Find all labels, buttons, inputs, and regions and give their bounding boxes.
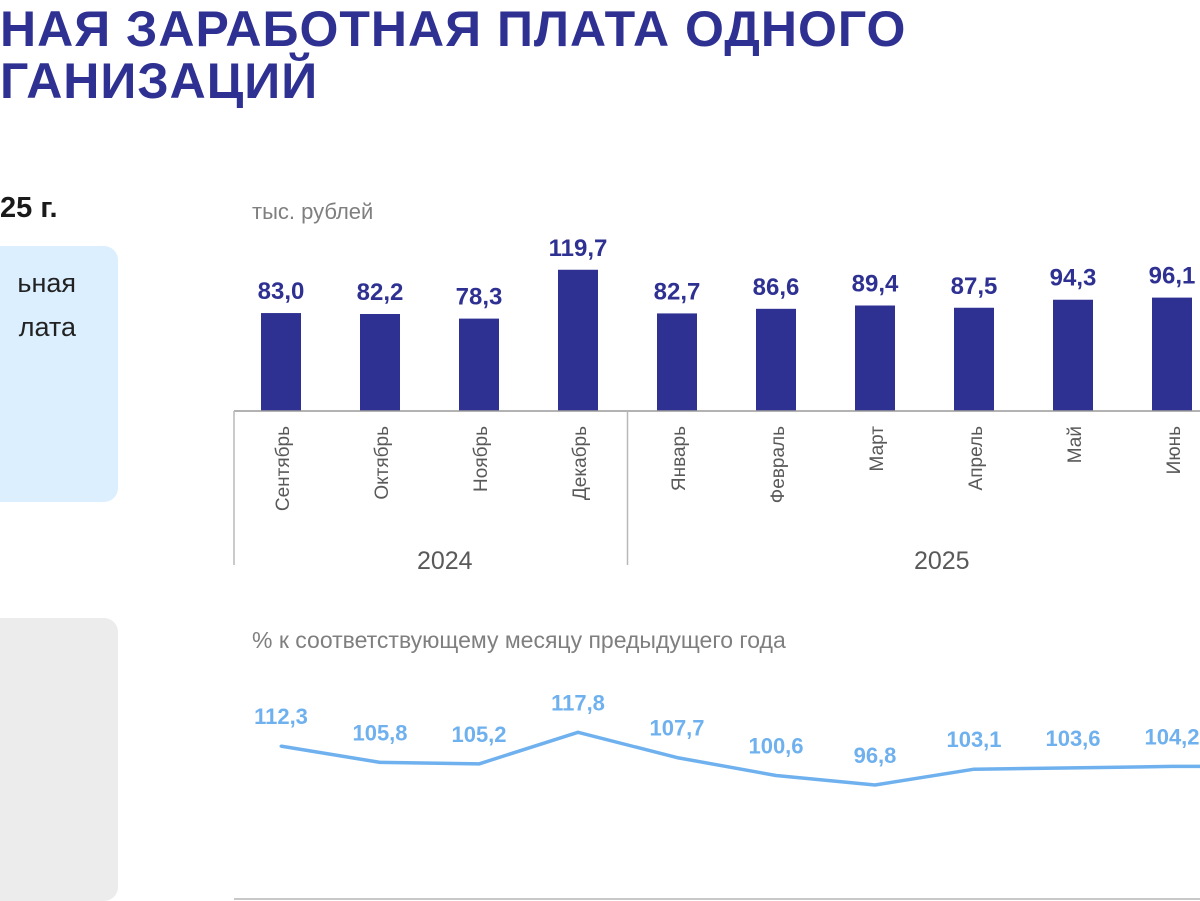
month-tick-label: Апрель: [966, 426, 987, 491]
yoy-line-point: [477, 762, 481, 766]
bar-1: [261, 313, 301, 411]
bar-chart-unit-label: тыс. рублей: [252, 199, 373, 224]
info-card-grey: [0, 618, 118, 901]
info-card-text-line-1: ьная: [17, 268, 76, 298]
year-group-label: 2024: [417, 547, 473, 575]
bar-6: [756, 308, 796, 411]
bar-value-label: 87,5: [951, 273, 998, 300]
yoy-line-point: [774, 773, 778, 777]
yoy-value-label: 107,7: [649, 716, 704, 741]
month-tick-label: Ноябрь: [471, 426, 492, 492]
bar-value-label: 82,7: [654, 278, 701, 305]
bar-value-label: 82,2: [357, 279, 404, 306]
yoy-value-label: 117,8: [551, 690, 605, 715]
yoy-line-point: [279, 744, 283, 748]
bar-value-label: 119,7: [549, 235, 608, 262]
line-chart-title: % к соответствующему месяцу предыдущего …: [252, 627, 786, 653]
page-title-line-1: НАЯ ЗАРАБОТНАЯ ПЛАТА ОДНОГО: [0, 1, 907, 57]
bar-value-label: 83,0: [258, 278, 305, 305]
info-card-blue: ьная лата: [0, 246, 118, 502]
bar-3: [459, 318, 499, 411]
yoy-line-point: [675, 756, 679, 760]
month-tick-label: Сентябрь: [273, 426, 294, 511]
yoy-value-label: 112,3: [254, 704, 308, 729]
month-tick-label: Май: [1065, 426, 1086, 463]
bar-value-label: 94,3: [1050, 265, 1097, 292]
yoy-line-point: [972, 767, 976, 771]
yoy-line-point: [378, 760, 382, 764]
period-label: 25 г.: [0, 192, 58, 224]
yoy-value-label: 104,2: [1144, 724, 1199, 749]
yoy-line-point: [1170, 764, 1174, 768]
yoy-value-label: 105,8: [352, 720, 407, 745]
month-tick-label: Январь: [669, 426, 690, 491]
month-tick-label: Февраль: [768, 426, 789, 503]
bar-value-label: 89,4: [852, 271, 899, 298]
yoy-line-point: [1071, 766, 1075, 770]
year-group-label: 2025: [914, 547, 970, 575]
bar-5: [657, 313, 697, 411]
bar-4: [558, 269, 598, 411]
bar-value-label: 96,1: [1149, 263, 1196, 290]
page-title-line-2: ГАНИЗАЦИЙ: [0, 53, 319, 109]
month-tick-label: Октябрь: [372, 426, 393, 500]
yoy-line-point: [873, 783, 877, 787]
info-card-text-line-2: лата: [18, 312, 76, 342]
bar-8: [954, 307, 994, 411]
bar-7: [855, 305, 895, 411]
yoy-value-label: 103,1: [946, 727, 1001, 752]
yoy-value-label: 96,8: [854, 743, 897, 768]
month-tick-label: Июнь: [1164, 426, 1185, 474]
month-tick-label: Март: [867, 426, 888, 472]
bar-value-label: 86,6: [753, 274, 800, 301]
yoy-value-label: 105,2: [451, 722, 506, 747]
bar-value-label: 78,3: [456, 284, 503, 311]
yoy-value-label: 103,6: [1045, 726, 1100, 751]
bar-10: [1152, 297, 1192, 411]
bar-9: [1053, 299, 1093, 411]
yoy-line-point: [576, 730, 580, 734]
yoy-value-label: 100,6: [748, 733, 803, 758]
month-tick-label: Декабрь: [570, 426, 591, 500]
bar-2: [360, 314, 400, 411]
